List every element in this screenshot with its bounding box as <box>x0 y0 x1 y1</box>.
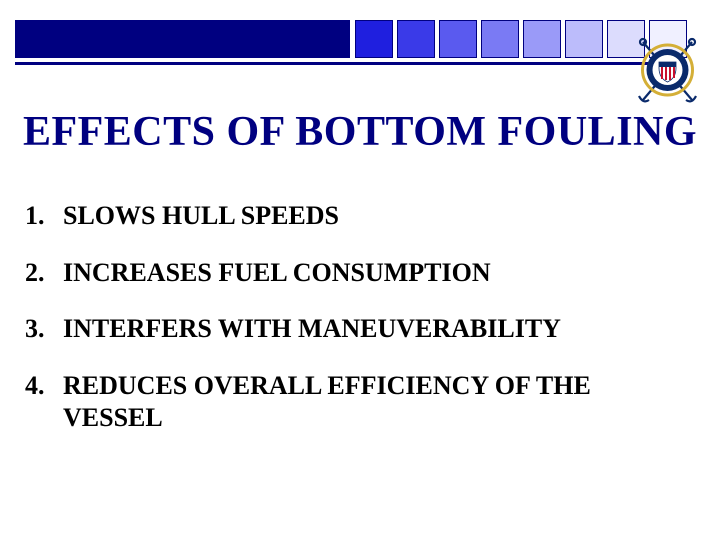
item-number: 4. <box>25 370 63 435</box>
item-number: 3. <box>25 313 63 346</box>
header-square <box>481 20 519 58</box>
list-item: 2. INCREASES FUEL CONSUMPTION <box>25 257 685 290</box>
header-square <box>565 20 603 58</box>
coast-guard-logo-icon <box>635 30 700 110</box>
list-item: 3. INTERFERS WITH MANEUVERABILITY <box>25 313 685 346</box>
item-number: 2. <box>25 257 63 290</box>
list-item: 4. REDUCES OVERALL EFFICIENCY OF THE VES… <box>25 370 685 435</box>
header-square <box>355 20 393 58</box>
item-text: REDUCES OVERALL EFFICIENCY OF THE VESSEL <box>63 370 685 435</box>
list-item: 1. SLOWS HULL SPEEDS <box>25 200 685 233</box>
slide-title: EFFECTS OF BOTTOM FOULING <box>0 108 720 156</box>
item-text: INTERFERS WITH MANEUVERABILITY <box>63 313 685 346</box>
header-square <box>397 20 435 58</box>
bullet-list: 1. SLOWS HULL SPEEDS 2. INCREASES FUEL C… <box>25 200 685 459</box>
item-text: INCREASES FUEL CONSUMPTION <box>63 257 685 290</box>
item-number: 1. <box>25 200 63 233</box>
header-square <box>439 20 477 58</box>
header-square <box>523 20 561 58</box>
item-text: SLOWS HULL SPEEDS <box>63 200 685 233</box>
slide-header <box>15 20 720 80</box>
header-underline <box>15 62 660 65</box>
header-solid-bar <box>15 20 350 58</box>
